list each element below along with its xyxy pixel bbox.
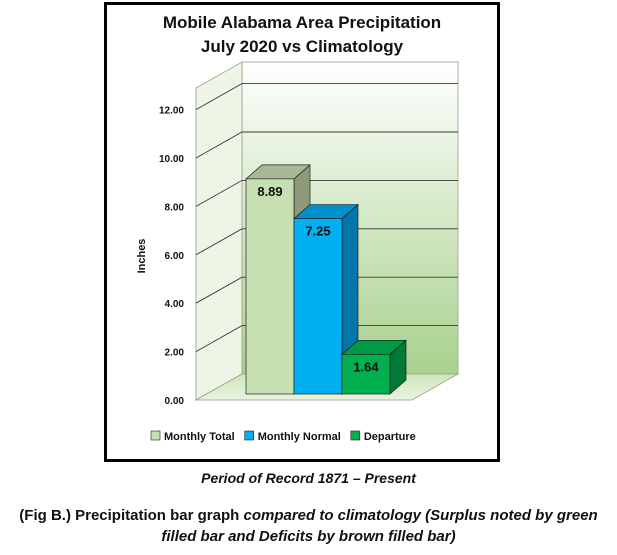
chart-title-line1: Mobile Alabama Area Precipitation bbox=[163, 13, 441, 32]
bar-data-label: 8.89 bbox=[257, 184, 282, 199]
chart-title-line2: July 2020 vs Climatology bbox=[201, 37, 404, 56]
figure-caption: (Fig B.) Precipitation bar graph compare… bbox=[0, 505, 617, 547]
y-tick-label: 0.00 bbox=[165, 396, 185, 407]
gridline bbox=[195, 228, 458, 256]
gridline bbox=[195, 131, 458, 159]
gridline bbox=[195, 325, 458, 352]
bar-data-label: 7.25 bbox=[305, 224, 330, 239]
figure-caption-italic: compared to climatology (Surplus noted b… bbox=[161, 507, 598, 545]
legend-label: Monthly Normal bbox=[258, 431, 341, 443]
y-tick-label: 10.00 bbox=[159, 154, 184, 165]
bar-front bbox=[245, 178, 295, 395]
gridline bbox=[195, 276, 458, 304]
y-tick-label: 4.00 bbox=[165, 299, 185, 310]
legend-item-monthly-normal: Monthly Normal bbox=[244, 430, 341, 443]
legend-swatch bbox=[150, 430, 161, 441]
plot-side-wall bbox=[195, 61, 243, 401]
bar-data-label: 1.64 bbox=[353, 359, 379, 374]
bar-front bbox=[293, 218, 343, 395]
y-tick-label: 8.00 bbox=[165, 202, 185, 213]
gridline bbox=[195, 179, 458, 207]
y-tick-label: 6.00 bbox=[165, 251, 185, 262]
gridline bbox=[195, 83, 458, 110]
legend-item-departure: Departure bbox=[350, 430, 416, 443]
legend-swatch bbox=[244, 430, 254, 441]
precipitation-chart: Mobile Alabama Area Precipitation July 2… bbox=[136, 13, 460, 443]
y-tick-label: 12.00 bbox=[159, 106, 184, 117]
legend-swatch bbox=[350, 430, 361, 441]
y-tick-label: 2.00 bbox=[165, 348, 185, 359]
legend-label: Monthly Total bbox=[164, 431, 235, 443]
period-of-record-caption: Period of Record 1871 – Present bbox=[201, 470, 416, 486]
figure-caption-prefix: (Fig B.) Precipitation bar graph bbox=[19, 507, 244, 524]
y-axis-label: Inches bbox=[136, 239, 148, 274]
legend-label: Departure bbox=[364, 431, 416, 443]
bar-front bbox=[341, 353, 391, 395]
legend-item-monthly-total: Monthly Total bbox=[150, 430, 235, 443]
bar-departure: 1.64 bbox=[341, 339, 407, 395]
